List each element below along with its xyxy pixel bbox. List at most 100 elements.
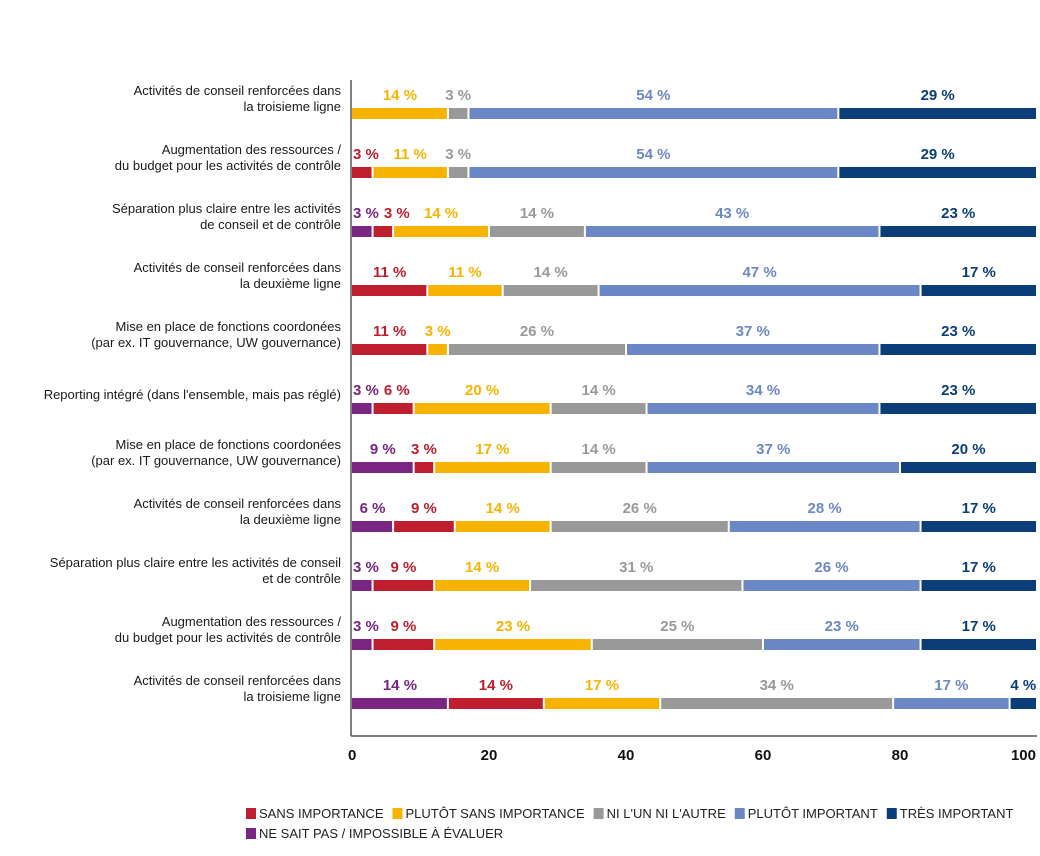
bar-segment bbox=[647, 462, 899, 473]
x-tick-label: 40 bbox=[618, 747, 635, 764]
bar-segment bbox=[448, 108, 468, 119]
axes: 0 20 40 60 80 100 bbox=[348, 80, 1037, 764]
data-label: 6 % bbox=[384, 382, 410, 399]
bar-segment bbox=[373, 403, 413, 414]
data-label: 43 % bbox=[715, 205, 749, 222]
bar-segment bbox=[352, 108, 447, 119]
bar-segment bbox=[551, 462, 646, 473]
bar-segment bbox=[551, 403, 646, 414]
category-label-line: de conseil et de contrôle bbox=[200, 217, 341, 232]
data-label: 26 % bbox=[623, 500, 657, 517]
bar-segment bbox=[661, 698, 893, 709]
category-label-line: Augmentation des ressources / bbox=[162, 614, 342, 629]
data-label: 23 % bbox=[941, 323, 975, 340]
data-label: 14 % bbox=[581, 382, 615, 399]
category-label: Augmentation des ressources / du budget p… bbox=[115, 142, 342, 173]
category-label-line: Séparation plus claire entre les activit… bbox=[50, 555, 341, 570]
bar-segment bbox=[435, 580, 530, 591]
bar-segment bbox=[352, 344, 427, 355]
x-tick-label: 80 bbox=[892, 747, 909, 764]
data-label: 54 % bbox=[636, 146, 670, 163]
category-label-line: Activités de conseil renforcées dans bbox=[134, 673, 342, 688]
category-label: Reporting intégré (dans l'ensemble, mais… bbox=[44, 387, 341, 402]
bar-segment bbox=[647, 403, 879, 414]
data-label: 3 % bbox=[353, 205, 379, 222]
bar-segment bbox=[373, 639, 434, 650]
category-label: Mise en place de fonctions coordonées (pa… bbox=[91, 319, 341, 350]
bar-segment bbox=[414, 462, 434, 473]
category-label-line: la deuxième ligne bbox=[240, 276, 341, 291]
category-label: Mise en place de fonctions coordonées (pa… bbox=[91, 437, 341, 468]
data-label: 17 % bbox=[585, 677, 619, 694]
data-label: 11 % bbox=[373, 323, 406, 340]
category-label: Séparation plus claire entre les activit… bbox=[112, 201, 342, 232]
data-label: 29 % bbox=[921, 146, 955, 163]
data-label: 14 % bbox=[534, 264, 568, 281]
data-label: 11 % bbox=[394, 146, 427, 163]
bar-segment bbox=[743, 580, 920, 591]
data-label: 17 % bbox=[962, 264, 996, 281]
bar-segment bbox=[544, 698, 660, 709]
bar-segment bbox=[592, 639, 762, 650]
legend-label: SANS IMPORTANCE bbox=[259, 806, 384, 821]
category-label-line: la troisieme ligne bbox=[243, 99, 341, 114]
x-tick-label: 0 bbox=[348, 747, 356, 764]
data-label: 17 % bbox=[962, 500, 996, 517]
data-label: 14 % bbox=[486, 500, 520, 517]
bar-segment bbox=[352, 285, 427, 296]
data-label: 4 % bbox=[1010, 677, 1036, 694]
category-label-line: Séparation plus claire entre les activit… bbox=[112, 201, 342, 216]
data-label: 34 % bbox=[746, 382, 780, 399]
data-label: 47 % bbox=[742, 264, 776, 281]
bar-segment bbox=[394, 226, 488, 237]
category-label-line: Activités de conseil renforcées dans bbox=[134, 496, 342, 511]
category-label: Activités de conseil renforcées dans la d… bbox=[134, 496, 342, 527]
category-label-line: la deuxième ligne bbox=[240, 512, 341, 527]
legend-swatch bbox=[886, 808, 897, 819]
bar-segment bbox=[921, 285, 1036, 296]
legend-item: NI L'UN NI L'AUTRE bbox=[593, 806, 726, 821]
bar-segment bbox=[764, 639, 920, 650]
bar-segment bbox=[352, 580, 372, 591]
data-label: 37 % bbox=[756, 441, 790, 458]
bar-segment bbox=[352, 403, 372, 414]
category-labels: Activités de conseil renforcées dans la t… bbox=[44, 83, 342, 704]
bar-segment bbox=[839, 108, 1036, 119]
category-label-line: Activités de conseil renforcées dans bbox=[134, 83, 342, 98]
bar-segment bbox=[921, 521, 1036, 532]
data-label: 26 % bbox=[520, 323, 554, 340]
legend-item: TRÈS IMPORTANT bbox=[886, 806, 1013, 821]
bar-segment bbox=[490, 226, 584, 237]
legend-item: PLUTÔT SANS IMPORTANCE bbox=[392, 806, 585, 821]
category-label-line: (par ex. IT gouvernance, UW gouvernance) bbox=[91, 453, 341, 468]
data-label: 11 % bbox=[448, 264, 481, 281]
bar-segment bbox=[448, 344, 625, 355]
legend-swatch bbox=[246, 808, 256, 819]
bar-segment bbox=[921, 580, 1036, 591]
data-label: 37 % bbox=[736, 323, 770, 340]
bar-segment bbox=[503, 285, 598, 296]
bar-segment bbox=[373, 226, 393, 237]
bar-segment bbox=[414, 403, 550, 414]
legend-item: PLUTÔT IMPORTANT bbox=[734, 806, 878, 821]
data-label: 34 % bbox=[760, 677, 794, 694]
data-label: 3 % bbox=[353, 618, 379, 635]
bar-segment bbox=[455, 521, 550, 532]
legend-item: NE SAIT PAS / IMPOSSIBLE À ÉVALUER bbox=[246, 826, 503, 841]
legend-label: NI L'UN NI L'AUTRE bbox=[607, 806, 726, 821]
category-label: Activités de conseil renforcées dans la t… bbox=[134, 83, 342, 114]
legend-swatch bbox=[246, 828, 256, 839]
category-label-line: du budget pour les activités de contrôle bbox=[115, 158, 341, 173]
data-label: 3 % bbox=[353, 559, 379, 576]
data-label: 23 % bbox=[941, 382, 975, 399]
data-label: 17 % bbox=[962, 618, 996, 635]
category-label-line: Activités de conseil renforcées dans bbox=[134, 260, 342, 275]
legend-item: SANS IMPORTANCE bbox=[246, 806, 384, 821]
bar-segment bbox=[373, 580, 434, 591]
data-label: 3 % bbox=[353, 382, 379, 399]
data-label: 14 % bbox=[424, 205, 458, 222]
data-label: 3 % bbox=[411, 441, 437, 458]
legend-swatch bbox=[392, 808, 403, 819]
data-label: 3 % bbox=[425, 323, 451, 340]
category-label: Activités de conseil renforcées dans la t… bbox=[134, 673, 342, 704]
